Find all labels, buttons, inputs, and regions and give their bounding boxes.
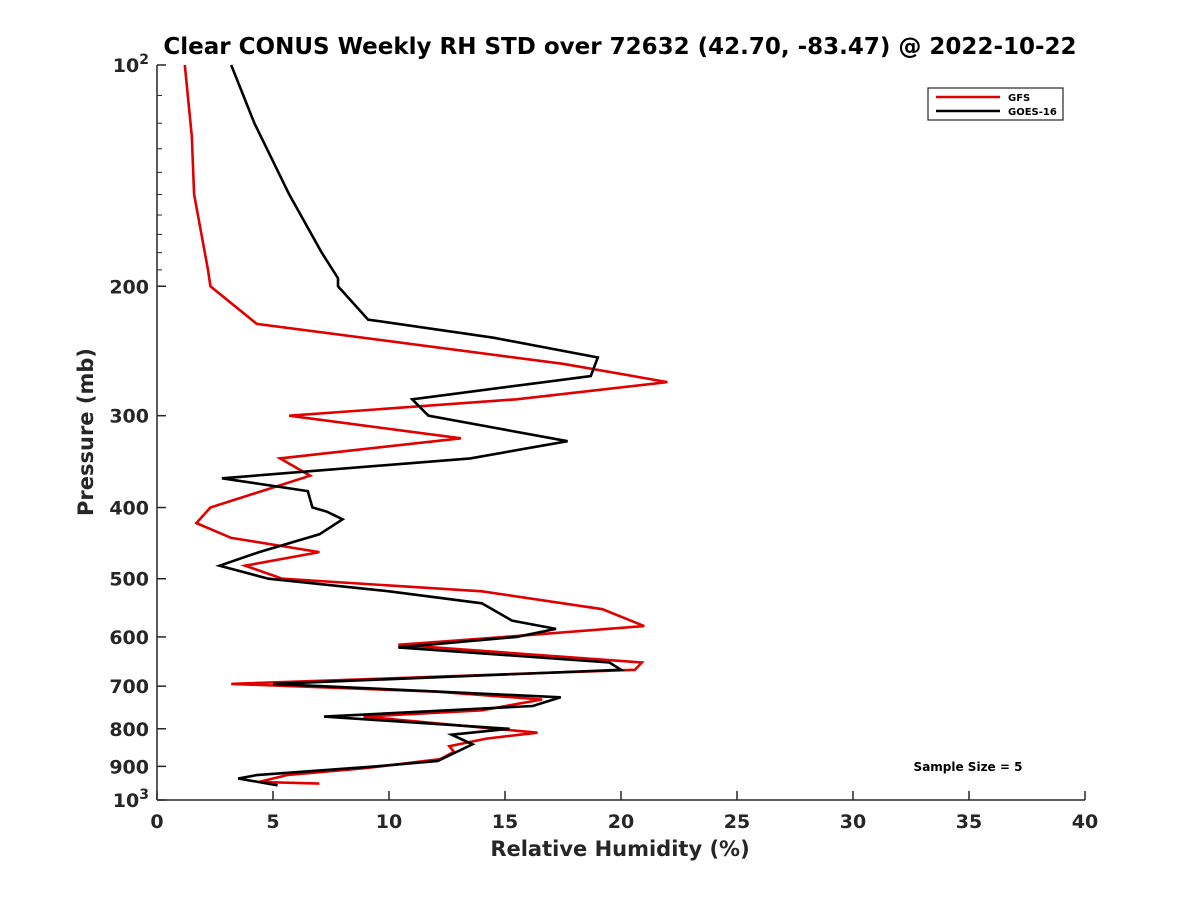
- y-tick-label: 700: [109, 676, 149, 698]
- plot-background: [157, 65, 1085, 800]
- y-tick-label: 900: [109, 756, 149, 778]
- legend-box: [927, 87, 1064, 121]
- x-tick-label: 0: [150, 811, 163, 833]
- series-line-goes-16: [215, 64, 626, 787]
- x-tick-label: 35: [956, 811, 982, 833]
- y-tick-label: 300: [109, 406, 149, 428]
- y-tick-label: 500: [109, 569, 149, 591]
- x-axis: 0 5 10 15 20 25 30 35 40: [150, 791, 1098, 833]
- legend-label: GFS: [1008, 93, 1030, 104]
- x-tick-label: 20: [608, 811, 634, 833]
- y-tick-label: 102: [113, 52, 149, 77]
- x-tick-label: 5: [266, 811, 279, 833]
- x-tick-label: 40: [1072, 811, 1098, 833]
- x-tick-label: 25: [724, 811, 750, 833]
- y-axis: 102 200 300 400 500 600 700 800 900 103: [109, 52, 166, 812]
- x-tick-label: 10: [376, 811, 402, 833]
- sample-size-annotation: Sample Size = 5: [914, 760, 1023, 774]
- y-tick-label: 200: [109, 276, 149, 298]
- chart-title: Clear CONUS Weekly RH STD over 72632 (42…: [163, 34, 1076, 60]
- legend-label: GOES-16: [1008, 107, 1057, 118]
- x-tick-label: 15: [492, 811, 518, 833]
- y-tick-label: 103: [113, 787, 149, 812]
- legend: GFS GOES-16: [927, 87, 1064, 121]
- x-tick-label: 30: [840, 811, 866, 833]
- plot-area: [156, 65, 1085, 801]
- y-tick-label: 600: [109, 627, 149, 649]
- x-axis-label: Relative Humidity (%): [490, 837, 749, 861]
- y-axis-label: Pressure (mb): [74, 348, 98, 516]
- series-layer: [183, 64, 668, 787]
- y-tick-label: 400: [109, 498, 149, 520]
- y-tick-label: 800: [109, 719, 149, 741]
